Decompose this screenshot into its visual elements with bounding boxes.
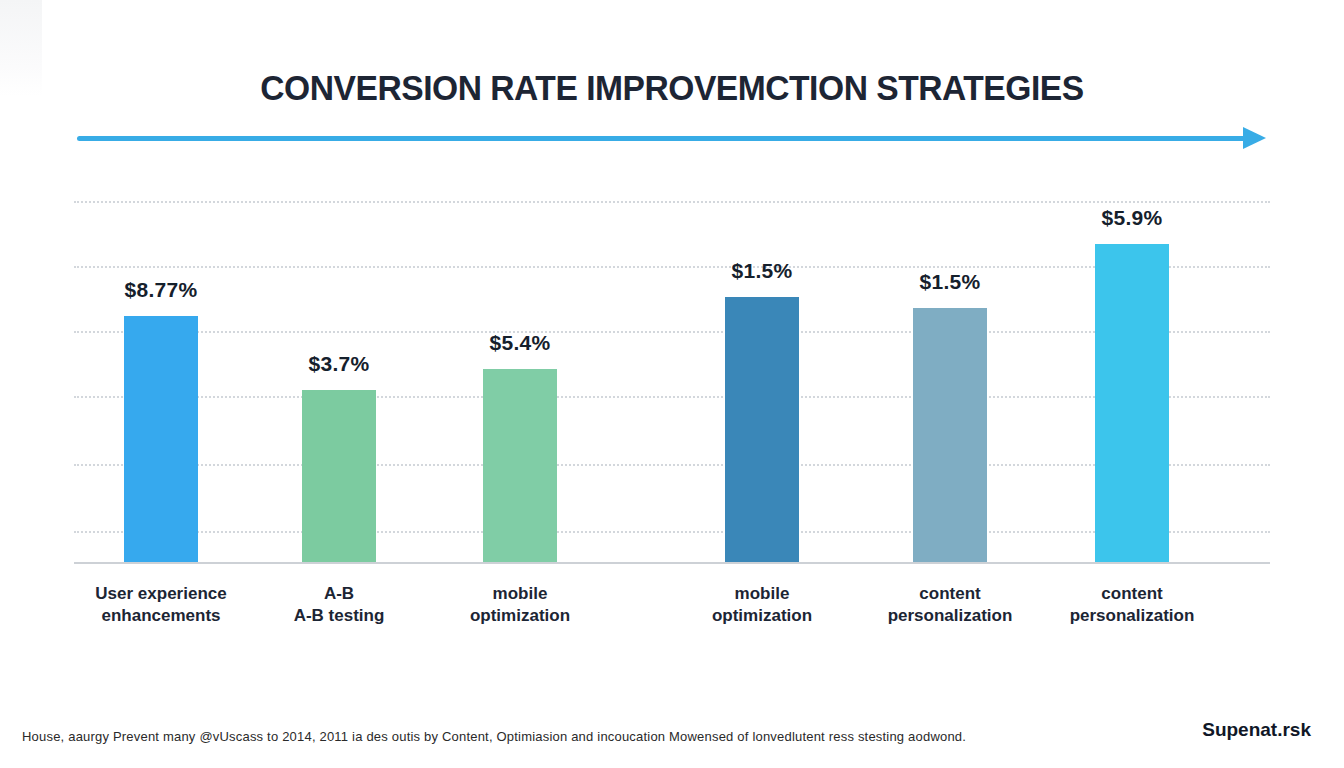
bar — [725, 297, 799, 562]
gridline — [74, 531, 1270, 533]
bar-category-line: optimization — [408, 605, 632, 627]
gridline — [74, 331, 1270, 333]
bar-value-label: $5.4% — [420, 331, 620, 355]
bar-category-line: mobile — [408, 583, 632, 605]
footer-brand: Supenat.rsk — [1202, 719, 1311, 741]
bar-category-line: content — [1020, 583, 1244, 605]
bar — [1095, 244, 1169, 562]
footer-source-text: House, aaurgy Prevent many @vUscass to 2… — [22, 729, 966, 744]
gridline — [74, 201, 1270, 203]
bar — [302, 390, 376, 562]
bar-value-label: $1.5% — [662, 259, 862, 283]
arrow-right-icon — [1243, 127, 1266, 149]
bar-category-line: personalization — [1020, 605, 1244, 627]
bar-value-label: $5.9% — [1032, 206, 1232, 230]
bar — [483, 369, 557, 562]
bar — [913, 308, 987, 562]
bar-category-label: contentpersonalization — [1020, 583, 1244, 627]
bar-value-label: $8.77% — [61, 278, 261, 302]
bar — [124, 316, 198, 562]
chart-title: CONVERSION RATE IMPROVEMCTION STRATEGIES — [27, 68, 1317, 108]
gridline — [74, 396, 1270, 398]
infographic-canvas: CONVERSION RATE IMPROVEMCTION STRATEGIES… — [0, 0, 1344, 768]
gridline — [74, 464, 1270, 466]
bar-category-label: mobileoptimization — [408, 583, 632, 627]
bar-value-label: $3.7% — [239, 352, 439, 376]
arrow-line — [77, 136, 1247, 141]
bar-value-label: $1.5% — [850, 270, 1050, 294]
x-axis-baseline — [74, 562, 1270, 564]
